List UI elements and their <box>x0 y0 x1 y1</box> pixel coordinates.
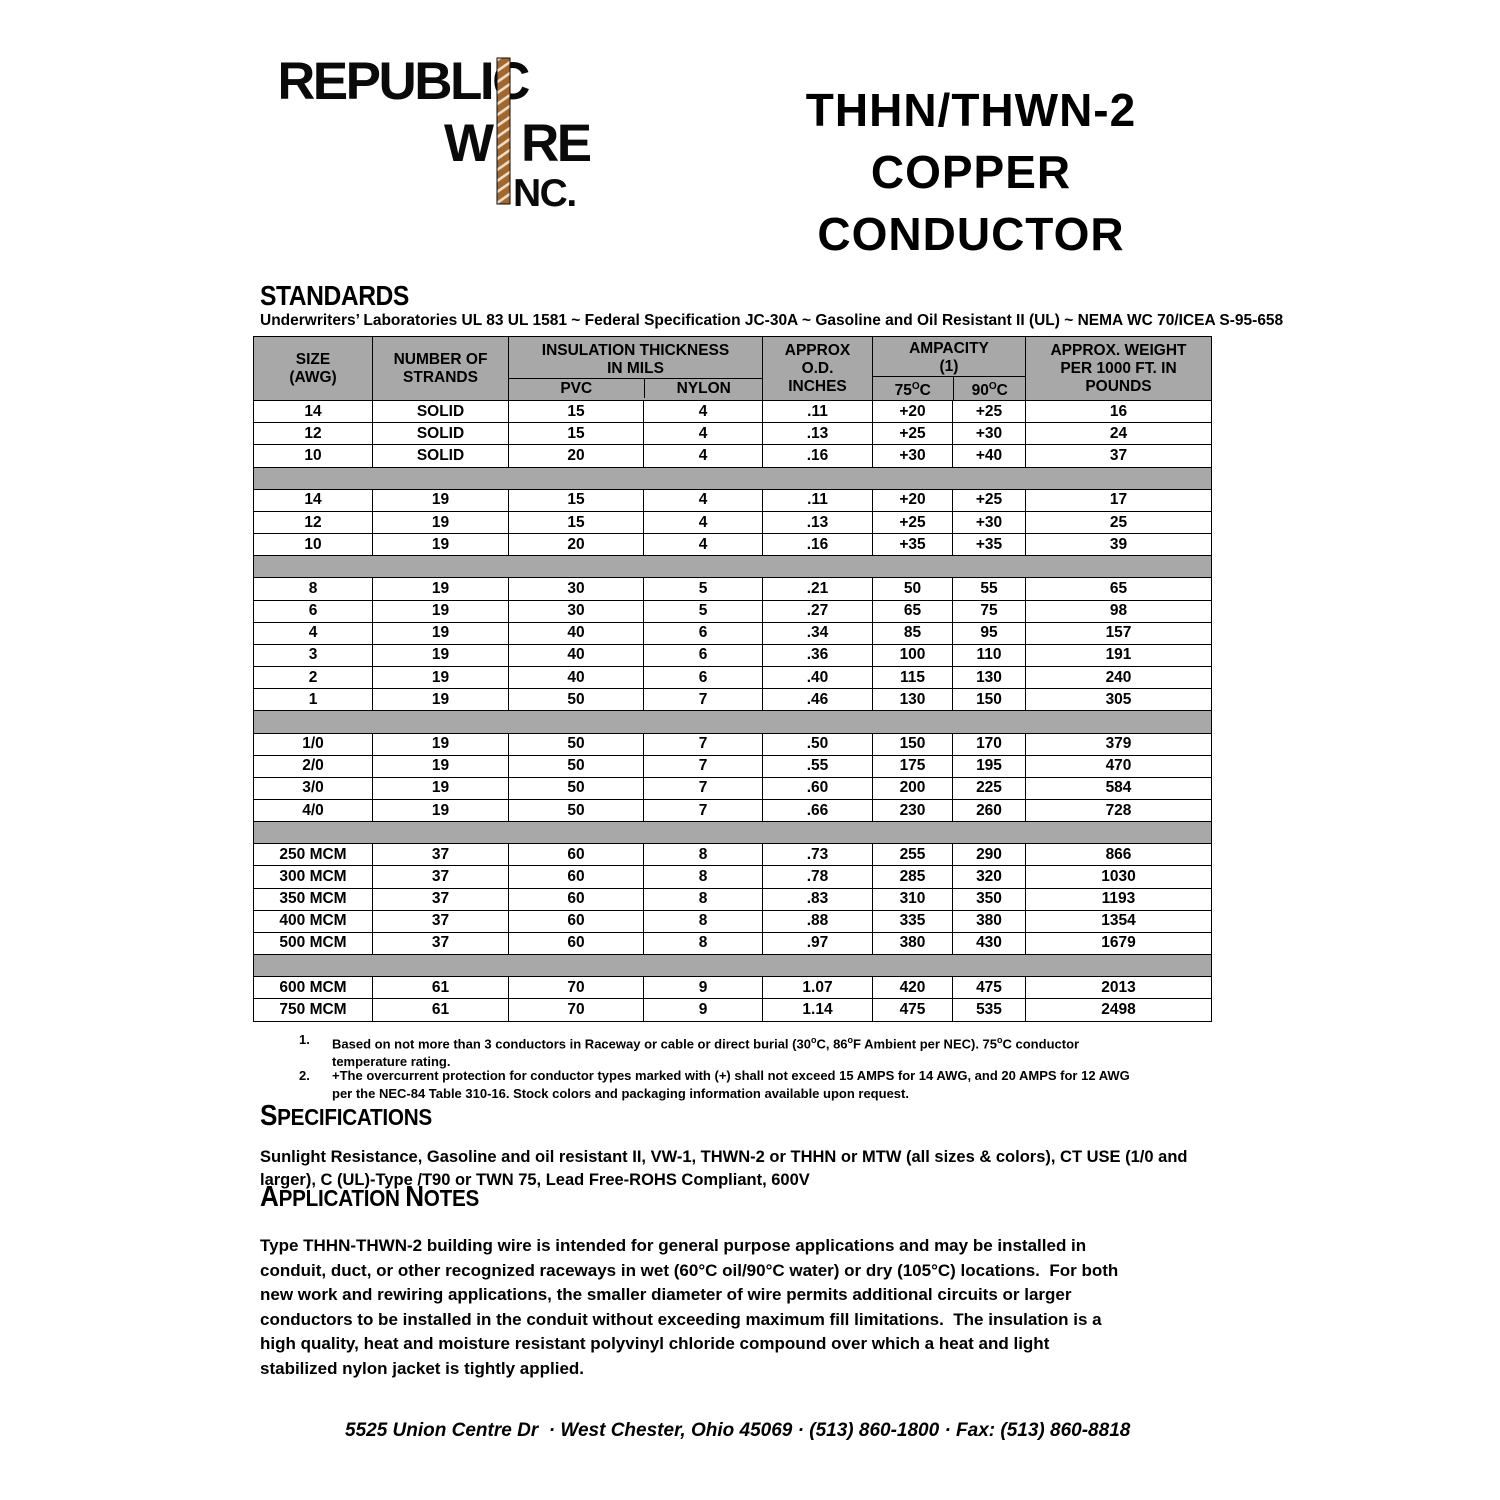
svg-text:NC.: NC. <box>513 172 576 208</box>
svg-text:W: W <box>444 114 494 173</box>
svg-text:REPUBLIC: REPUBLIC <box>281 56 529 111</box>
svg-text:RE: RE <box>521 114 591 173</box>
